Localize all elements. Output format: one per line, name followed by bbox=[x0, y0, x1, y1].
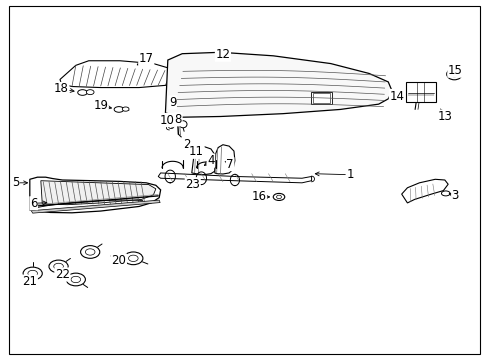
Text: 20: 20 bbox=[111, 254, 126, 267]
Ellipse shape bbox=[49, 260, 68, 273]
Polygon shape bbox=[401, 179, 447, 203]
Text: 6: 6 bbox=[30, 197, 37, 210]
Ellipse shape bbox=[446, 68, 461, 80]
Text: 10: 10 bbox=[159, 113, 174, 126]
Bar bbox=[310, 92, 331, 104]
Polygon shape bbox=[165, 52, 391, 117]
Ellipse shape bbox=[23, 267, 42, 280]
Polygon shape bbox=[191, 147, 215, 175]
Ellipse shape bbox=[71, 276, 81, 283]
Ellipse shape bbox=[168, 123, 174, 129]
Text: 4: 4 bbox=[207, 154, 214, 167]
Text: 12: 12 bbox=[215, 48, 230, 61]
Text: 8: 8 bbox=[174, 113, 182, 126]
Ellipse shape bbox=[276, 195, 281, 199]
Ellipse shape bbox=[449, 71, 457, 77]
Ellipse shape bbox=[54, 263, 63, 270]
Text: 18: 18 bbox=[54, 82, 69, 95]
Bar bbox=[312, 93, 329, 103]
Ellipse shape bbox=[85, 249, 95, 255]
Text: 15: 15 bbox=[447, 64, 462, 77]
Ellipse shape bbox=[78, 90, 87, 95]
Polygon shape bbox=[31, 200, 160, 213]
Text: 19: 19 bbox=[93, 99, 108, 112]
Text: 3: 3 bbox=[451, 189, 458, 202]
Text: 13: 13 bbox=[436, 110, 451, 123]
Ellipse shape bbox=[122, 107, 129, 111]
Ellipse shape bbox=[190, 152, 198, 157]
Text: 16: 16 bbox=[251, 190, 266, 203]
Polygon shape bbox=[30, 177, 160, 213]
Ellipse shape bbox=[114, 107, 123, 112]
Ellipse shape bbox=[81, 246, 100, 258]
Text: 21: 21 bbox=[22, 275, 37, 288]
Text: 9: 9 bbox=[168, 96, 176, 109]
Ellipse shape bbox=[273, 193, 284, 201]
Ellipse shape bbox=[28, 270, 38, 277]
Polygon shape bbox=[60, 61, 184, 87]
Polygon shape bbox=[180, 71, 195, 85]
Ellipse shape bbox=[179, 121, 186, 128]
Text: 2: 2 bbox=[183, 138, 190, 151]
Polygon shape bbox=[214, 145, 234, 174]
Text: 1: 1 bbox=[346, 168, 353, 181]
Text: 23: 23 bbox=[185, 178, 200, 191]
Text: 17: 17 bbox=[139, 52, 153, 65]
Ellipse shape bbox=[128, 255, 138, 261]
Ellipse shape bbox=[441, 191, 449, 196]
Ellipse shape bbox=[86, 90, 94, 95]
Text: 11: 11 bbox=[189, 145, 203, 158]
Ellipse shape bbox=[123, 252, 142, 265]
Polygon shape bbox=[158, 173, 311, 183]
Text: 14: 14 bbox=[388, 90, 404, 103]
Text: 22: 22 bbox=[55, 268, 70, 281]
Text: 5: 5 bbox=[12, 176, 19, 189]
Text: 7: 7 bbox=[226, 158, 233, 171]
Polygon shape bbox=[41, 181, 156, 205]
Bar bbox=[406, 82, 435, 102]
Ellipse shape bbox=[66, 273, 85, 286]
